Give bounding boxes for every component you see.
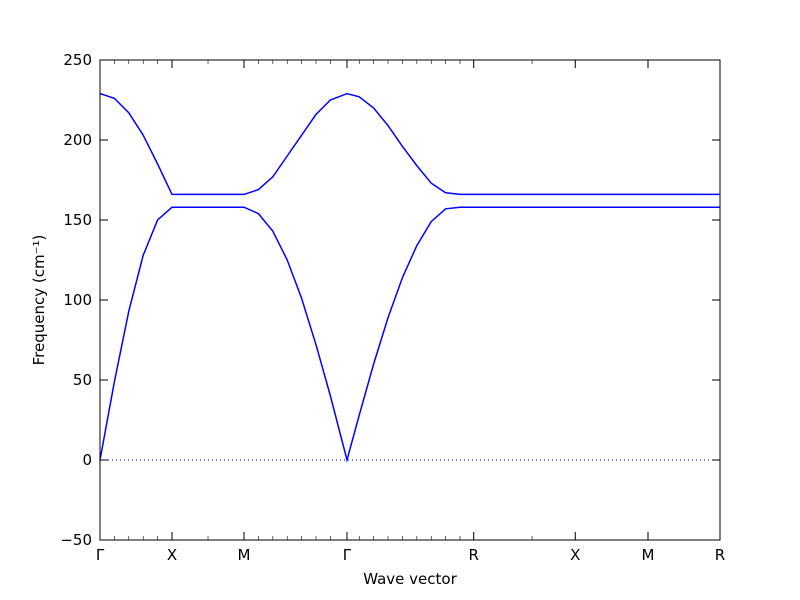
- x-tick-label: M: [238, 546, 251, 564]
- plot-frame: [99, 59, 721, 541]
- y-tick-label: 100: [63, 291, 92, 309]
- band-line: [99, 206, 720, 463]
- x-tick-label: R: [715, 546, 725, 564]
- band-line: [99, 92, 720, 196]
- x-tick-label: X: [570, 546, 580, 564]
- y-tick-label: 200: [63, 131, 92, 149]
- x-axis-label: Wave vector: [363, 570, 457, 588]
- y-tick-label: 150: [63, 211, 92, 229]
- y-tick-label: −50: [60, 531, 92, 549]
- y-tick-label: 50: [73, 371, 92, 389]
- x-tick-label: M: [642, 546, 655, 564]
- y-tick-label: 0: [82, 451, 92, 469]
- y-axis-label: Frequency (cm⁻¹): [30, 235, 48, 366]
- y-tick-label: 250: [63, 51, 92, 69]
- x-tick-label: R: [469, 546, 479, 564]
- x-tick-label: Γ: [96, 546, 105, 564]
- x-tick-label: X: [167, 546, 177, 564]
- x-tick-label: Γ: [343, 546, 352, 564]
